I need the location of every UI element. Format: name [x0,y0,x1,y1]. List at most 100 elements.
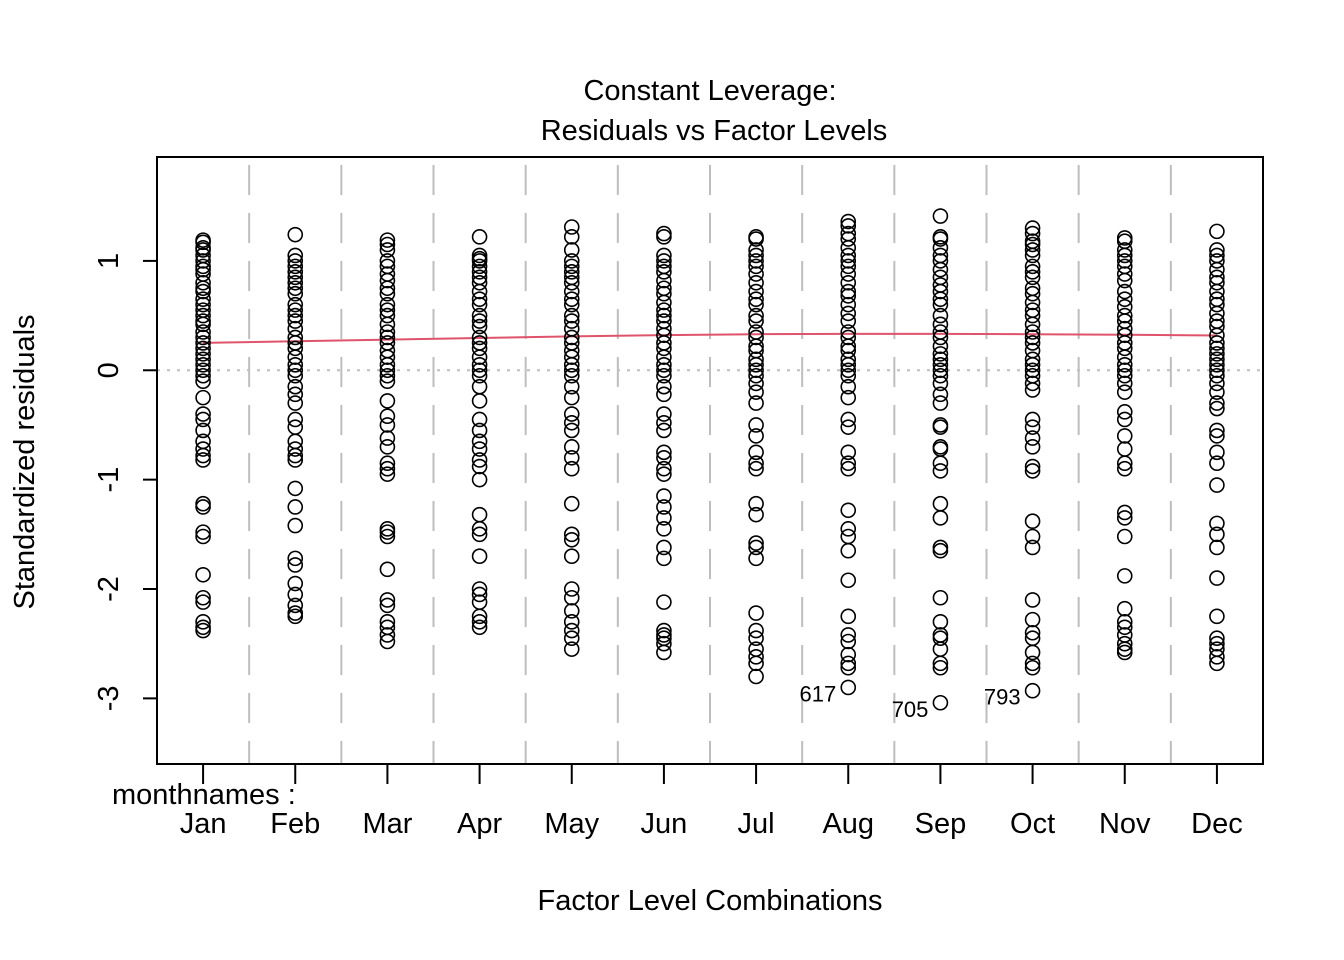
residual-point [932,694,949,711]
residual-point [195,291,211,307]
residual-point [287,274,304,291]
residual-point [379,296,396,313]
residual-point [1116,253,1133,269]
residual-point [932,614,949,630]
residual-point [563,329,580,346]
residual-point [379,253,396,269]
residual-point [932,208,949,224]
residual-point [563,307,580,324]
residual-point [379,362,396,379]
residual-point [748,506,764,523]
residual-point [840,502,857,519]
residual-point [563,641,580,657]
residual-point [1024,269,1041,286]
x-tick-label: Dec [1191,808,1243,840]
residual-point [840,253,857,269]
residual-point [748,357,764,373]
residual-point [840,266,857,282]
residual-point [471,362,488,379]
residual-point [287,575,304,592]
residual-point [195,242,211,258]
residual-point [656,460,672,477]
x-tick-label: Feb [270,808,320,840]
residual-point [1024,682,1041,699]
residual-point [1116,568,1133,584]
residual-point [656,622,672,639]
residual-point [563,264,580,280]
residual-point [1024,285,1041,302]
residual-point [1024,411,1041,428]
residual-point [1024,225,1041,242]
residual-point [195,452,211,468]
residual-point [1024,430,1041,446]
residual-point [748,655,764,672]
chart-title: Constant Leverage: [583,75,836,107]
residual-point [379,329,396,346]
residual-point [379,561,396,578]
residual-point [471,586,488,603]
residual-point [471,619,488,636]
residual-point [1116,367,1133,384]
residual-point [1024,624,1041,641]
residual-point [840,659,857,676]
residual-point [1024,335,1041,351]
residual-point [932,253,949,269]
residual-point [840,411,857,428]
residual-point [195,316,211,333]
residual-point [840,521,857,537]
axes-layer: -3 -2 -1 0 1 Jan Feb Mar Apr May Jun Jul Aug Sep Oct No… [93,253,1243,840]
residual-point [379,373,396,390]
residual-point [748,338,764,355]
residual-point [1024,362,1041,379]
residual-point [1024,220,1041,236]
x-tick-label: Sep [915,808,967,840]
residual-point [656,225,672,242]
residual-point [748,455,764,472]
residual-point [1024,242,1041,258]
residual-point [1024,513,1041,530]
residual-point [1024,329,1041,346]
residual-point [1116,327,1133,344]
residual-point [1024,439,1041,455]
residual-point [471,614,488,630]
residual-point [471,291,488,307]
residual-point [656,422,672,439]
residual-point [1024,382,1041,398]
residual-point [379,460,396,477]
residual-point [195,283,211,300]
residual-point [840,231,857,247]
residual-point [748,395,764,411]
chart-subtitle: Residuals vs Factor Levels [541,115,888,147]
residual-point [379,466,396,482]
residual-point [563,389,580,406]
residual-point [1209,305,1225,322]
residual-point [287,367,304,384]
residual-point [1209,242,1225,258]
residual-point [656,229,672,245]
residual-point [932,655,949,672]
residual-point [748,622,764,639]
residual-point [656,449,672,466]
residual-point [1209,340,1225,357]
residual-point [932,589,949,606]
residual-point [1024,528,1041,545]
residual-point [563,229,580,245]
residual-point [195,528,211,545]
residual-point [656,644,672,661]
x-tick-label: Jan [180,808,227,840]
residual-point [287,378,304,395]
residual-point [471,526,488,543]
residual-point [195,622,211,639]
residual-point [1024,458,1041,475]
residual-point [563,283,580,300]
residual-point [656,253,672,269]
residual-point [563,274,580,291]
residual-point [471,329,488,346]
residual-point [748,550,764,567]
residual-point [563,449,580,466]
residual-point [656,594,672,610]
residual-point [471,433,488,450]
residual-point [748,296,764,313]
annotation-layer: 617 705 793 [800,681,1021,721]
